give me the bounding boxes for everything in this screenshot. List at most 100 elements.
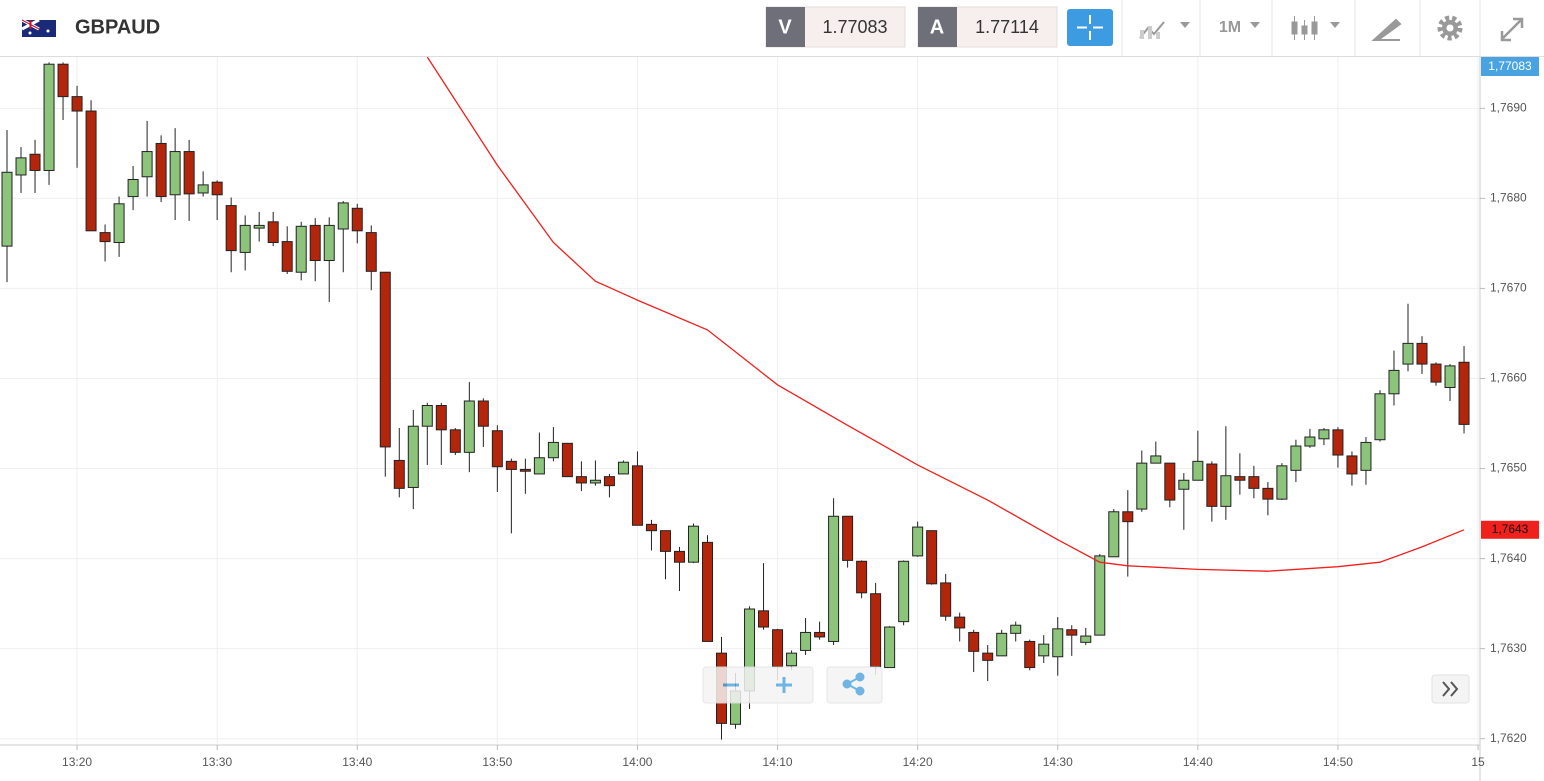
candle-body <box>239 224 251 253</box>
candle-style-button[interactable] <box>1291 16 1340 40</box>
candle-body <box>197 184 209 194</box>
candle-body <box>940 582 952 617</box>
candle-body <box>435 405 447 431</box>
candle-body <box>1094 555 1106 636</box>
y-tick-label: 1,7650 <box>1490 461 1527 475</box>
candle-body <box>884 626 896 669</box>
candle-body <box>379 271 391 448</box>
candle-body <box>547 441 559 459</box>
candle-body <box>533 457 545 475</box>
candle-body <box>561 442 573 478</box>
candle-body <box>1234 476 1246 481</box>
y-tick-label: 1,7630 <box>1490 641 1527 655</box>
candle-body <box>1136 462 1148 510</box>
candle-body <box>786 652 798 667</box>
candle-body <box>225 205 237 252</box>
zoom-controls <box>702 666 883 704</box>
candle-body <box>772 629 784 668</box>
share-box[interactable] <box>826 666 883 704</box>
x-tick-label: 14:30 <box>1043 755 1073 769</box>
candle-body <box>954 616 966 629</box>
candle-body <box>1332 429 1344 456</box>
timeframe[interactable]: 1M <box>1219 19 1241 36</box>
zoom-box <box>702 666 814 704</box>
candle-body <box>99 232 111 243</box>
candle-body <box>1108 511 1120 558</box>
ask-price: 1.77114 <box>975 17 1039 37</box>
fullscreen-button[interactable] <box>1500 17 1524 42</box>
draw-button[interactable] <box>1371 18 1402 41</box>
candle-body <box>617 461 629 475</box>
candle-body <box>309 224 321 262</box>
candle-body <box>701 541 713 642</box>
bid-price: 1.77083 <box>822 17 887 37</box>
candle-body <box>295 225 307 273</box>
candle-body <box>1290 445 1302 471</box>
x-tick-label: 13:20 <box>62 755 92 769</box>
candle-body <box>449 429 461 453</box>
candle-body <box>758 610 770 628</box>
candle-body <box>169 151 181 196</box>
candle-body <box>814 631 826 638</box>
candle-body <box>1122 511 1134 523</box>
y-tick-label: 1,7660 <box>1490 371 1527 385</box>
candle-body <box>407 425 419 488</box>
candle-body <box>1024 640 1036 669</box>
candle-body <box>687 525 699 563</box>
candle-body <box>43 63 55 171</box>
x-tick-label: 14:20 <box>903 755 933 769</box>
candle-body <box>800 631 812 651</box>
candle-body <box>393 459 405 489</box>
candle-body <box>141 151 153 178</box>
candle-body <box>1374 393 1386 441</box>
candle-body <box>253 224 265 229</box>
x-tick-label: 14:00 <box>622 755 652 769</box>
x-tick-label: 14:40 <box>1183 755 1213 769</box>
price-label-box <box>1481 57 1539 76</box>
candle-body <box>898 560 910 623</box>
candle-body <box>211 181 223 196</box>
candle-body <box>1066 629 1078 636</box>
average-line <box>426 57 1465 572</box>
candle-body <box>1262 487 1274 500</box>
candle-body <box>463 400 475 453</box>
bid-tag <box>766 7 805 47</box>
chart-type-button[interactable] <box>1139 21 1190 39</box>
crosshair-button[interactable] <box>1067 9 1113 46</box>
candle-body <box>1318 429 1330 440</box>
candle-body <box>926 530 938 585</box>
candle-body <box>1150 455 1162 464</box>
candle-body <box>1010 624 1022 634</box>
candle-body <box>477 400 489 427</box>
ask-label: A <box>930 16 944 38</box>
candle-body <box>1178 479 1190 490</box>
candle-body <box>113 203 125 244</box>
ask-tag <box>918 7 957 47</box>
candle-body <box>1458 361 1470 425</box>
candle-body <box>351 207 363 232</box>
candle-body <box>71 96 83 112</box>
candle-body <box>1444 365 1456 388</box>
y-tick-label: 1,7690 <box>1490 101 1527 115</box>
y-tick-label: 1,7620 <box>1490 731 1527 745</box>
settings-button[interactable] <box>1437 15 1463 41</box>
candle-body <box>645 523 657 532</box>
candle-body <box>267 221 279 244</box>
plot-area <box>1 57 1470 740</box>
candle-body <box>870 593 882 668</box>
candle-body <box>1038 643 1050 657</box>
candle-body <box>1 171 13 247</box>
axes: 1,7620 1,7630 1,7640 1,7650 1,7660 1,7670 1,76… <box>62 101 1527 770</box>
candle-body <box>155 142 167 198</box>
candle-body <box>491 430 503 468</box>
candle-body <box>1206 463 1218 507</box>
candle-body <box>1360 441 1372 471</box>
y-tick-label: 1,7670 <box>1490 281 1527 295</box>
flag <box>21 18 56 37</box>
y-tick-label: 1,7680 <box>1490 191 1527 205</box>
scroll-right-button[interactable] <box>1431 674 1470 704</box>
line-label: 1,7643 <box>1492 522 1529 536</box>
zoom-in[interactable] <box>776 677 792 693</box>
candle-body <box>1304 436 1316 447</box>
